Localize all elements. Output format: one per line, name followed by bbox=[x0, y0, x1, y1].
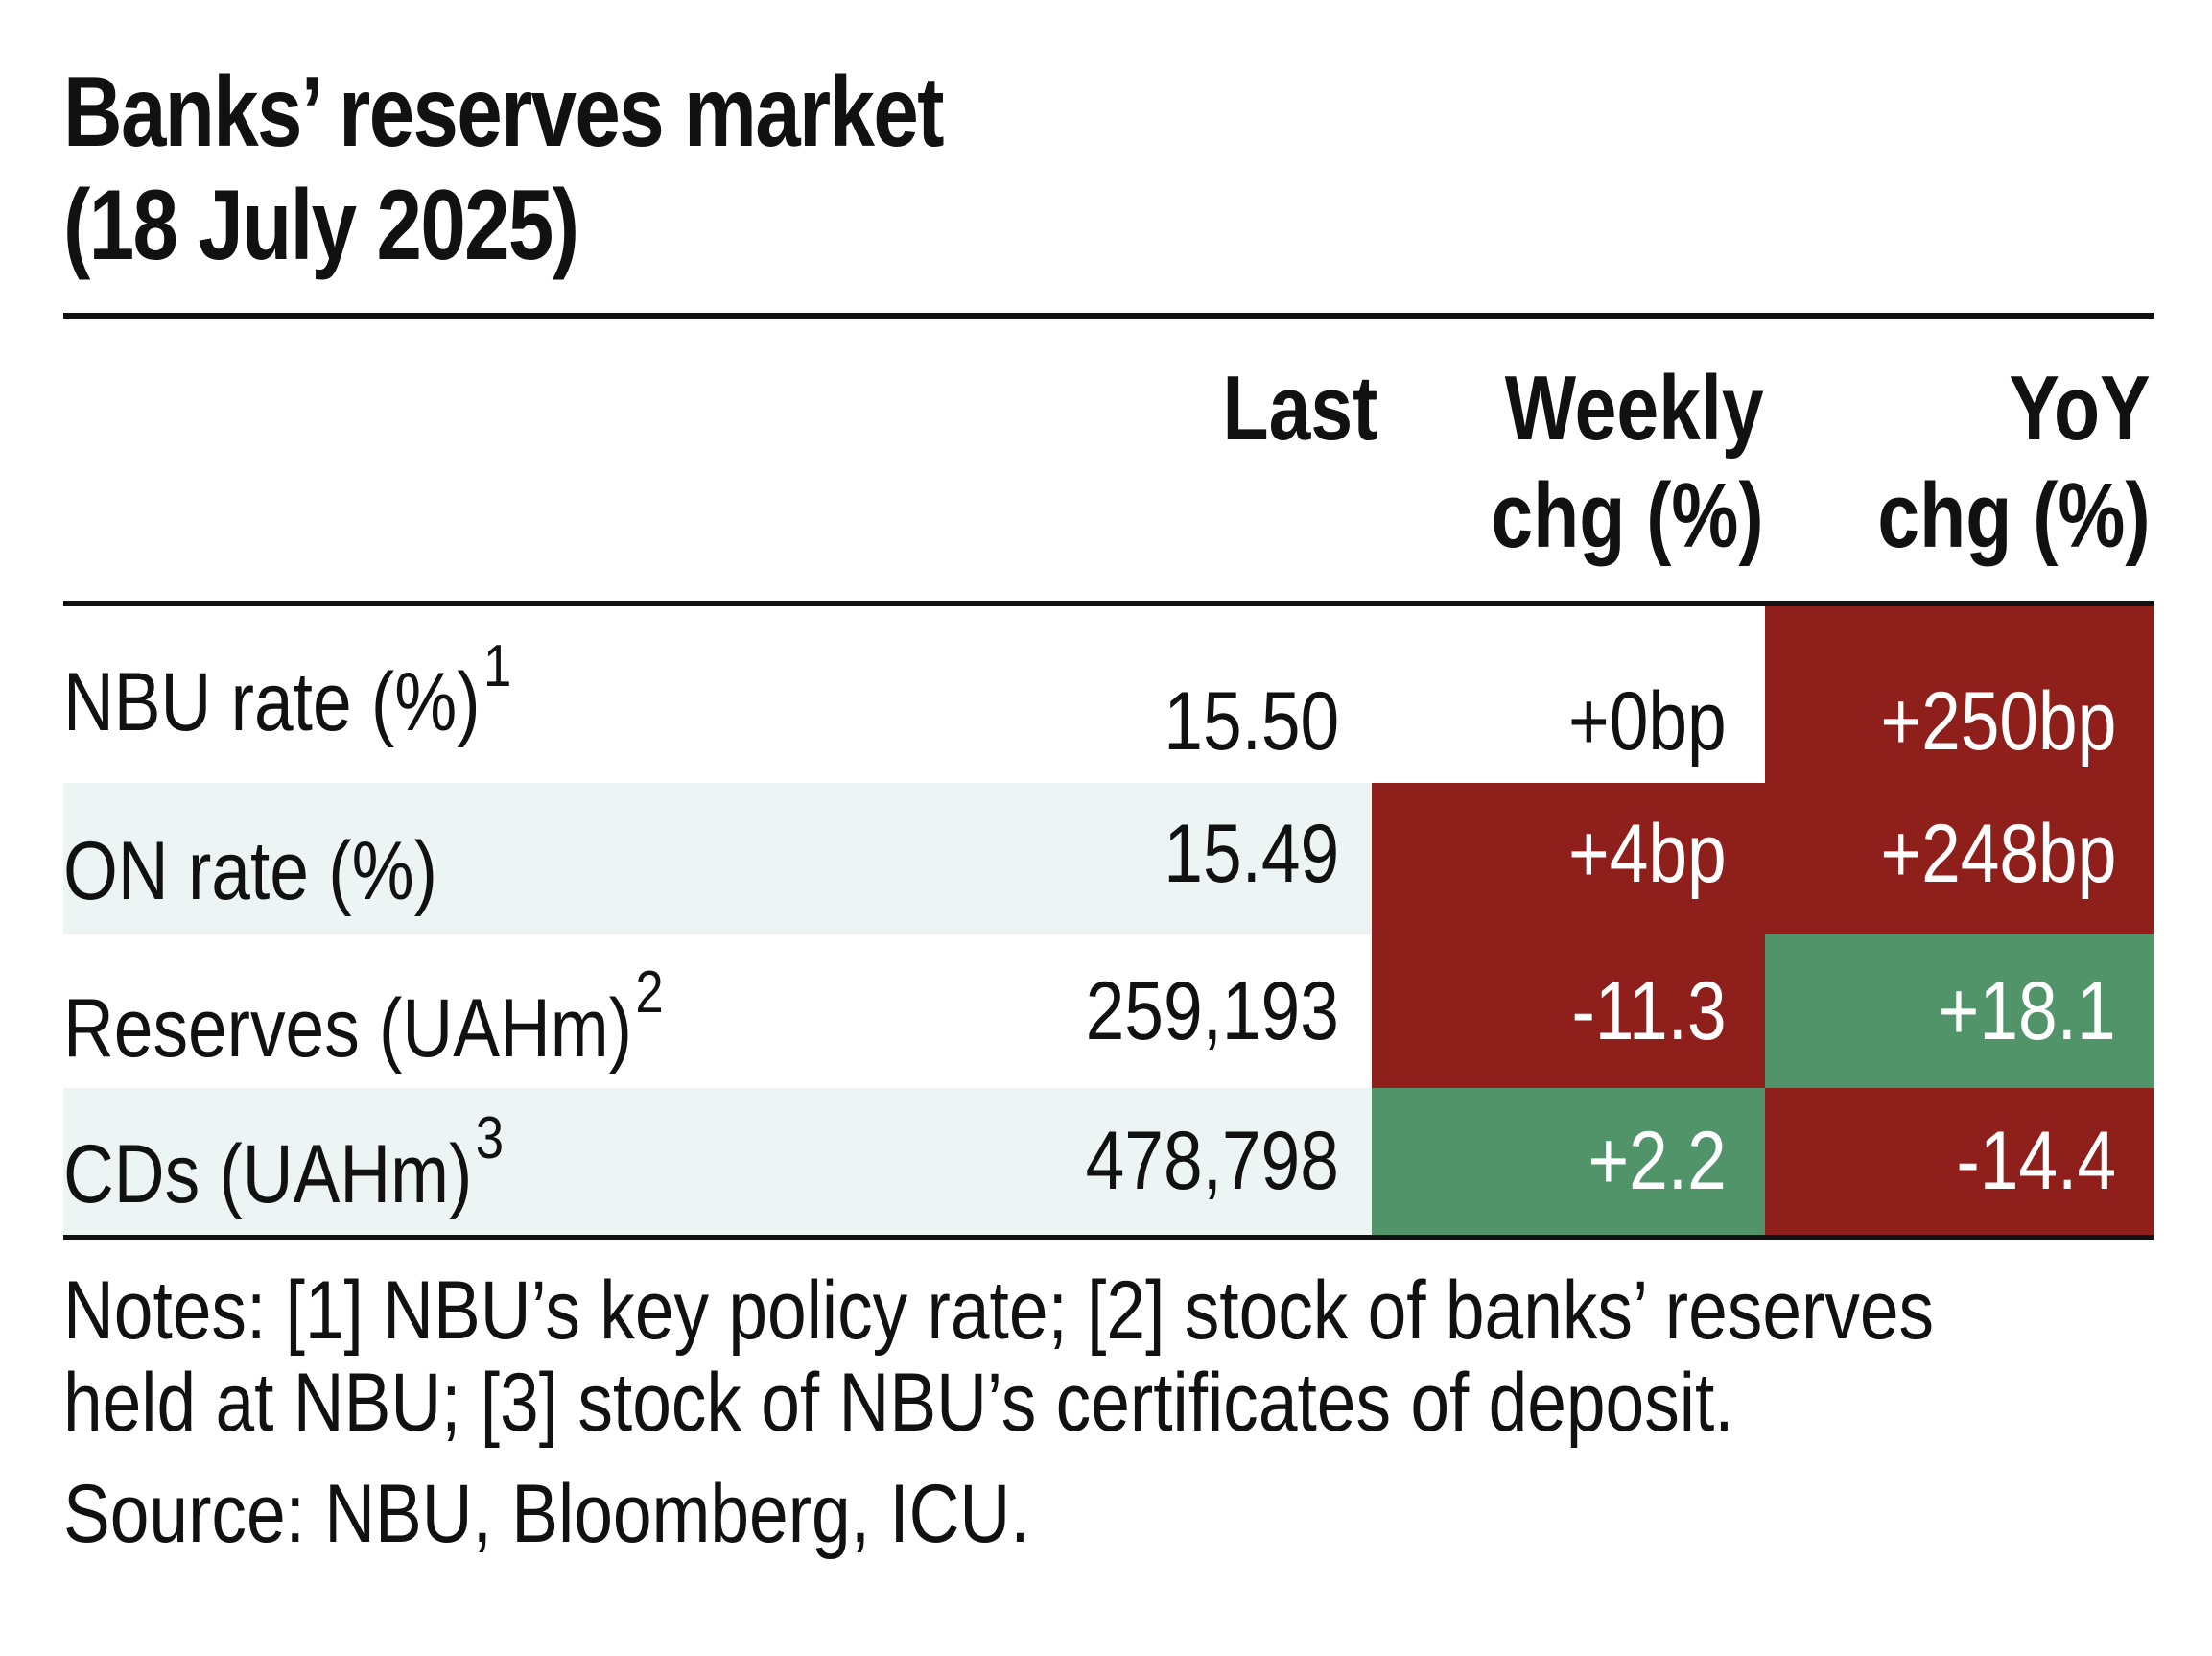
cell-yoy-nbu-rate: +250bp bbox=[1765, 606, 2154, 783]
cell-weekly-nbu-rate: +0bp bbox=[1372, 606, 1765, 783]
title-line-2: (18 July 2025) bbox=[63, 170, 579, 281]
value-yoy-on-rate: +248bp bbox=[1880, 808, 2116, 900]
value-weekly-on-rate: +4bp bbox=[1568, 808, 1727, 900]
label-text: ON rate (%) bbox=[63, 825, 437, 917]
row-label-nbu-rate: NBU rate (%)1 bbox=[63, 633, 511, 759]
top-rule bbox=[63, 313, 2154, 319]
value-yoy-cds: -14.4 bbox=[1956, 1115, 2116, 1207]
value-yoy-reserves: +18.1 bbox=[1939, 965, 2116, 1057]
header-weekly-line-1: Weekly bbox=[1505, 357, 1764, 460]
cell-yoy-reserves: +18.1 bbox=[1765, 934, 2154, 1088]
header-yoy: YoY chg (%) bbox=[1878, 355, 2151, 570]
notes-line-1: Notes: [1] NBU’s key policy rate; [2] st… bbox=[63, 1265, 1935, 1357]
cell-weekly-reserves: -11.3 bbox=[1372, 934, 1765, 1088]
row-label-on-rate: ON rate (%) bbox=[63, 823, 440, 928]
value-weekly-cds: +2.2 bbox=[1588, 1115, 1727, 1207]
label-text: Reserves (UAHm) bbox=[63, 982, 632, 1075]
header-last-line-1: Last bbox=[1222, 357, 1377, 460]
cell-weekly-on-rate: +4bp bbox=[1372, 783, 1765, 934]
value-last-on-rate: 15.49 bbox=[1164, 808, 1339, 900]
header-yoy-line-1: YoY bbox=[2009, 357, 2151, 460]
bottom-rule bbox=[63, 1235, 2154, 1240]
footnote-marker: 2 bbox=[635, 959, 664, 1026]
footnote-marker: 3 bbox=[475, 1105, 505, 1171]
row-label-reserves: Reserves (UAHm)2 bbox=[63, 959, 664, 1085]
table-row-nbu-rate: +0bp +250bp NBU rate (%)1 15.50 bbox=[63, 606, 2154, 783]
label-text: CDs (UAHm) bbox=[63, 1128, 473, 1220]
header-weekly: Weekly chg (%) bbox=[1492, 355, 1764, 570]
notes-line-2: held at NBU; [3] stock of NBU’s certific… bbox=[63, 1357, 1734, 1449]
table-title: Banks’ reserves market (18 July 2025) bbox=[63, 56, 945, 282]
header-last: Last bbox=[1222, 355, 1377, 462]
header-yoy-line-2: chg (%) bbox=[1877, 464, 2151, 567]
title-line-1: Banks’ reserves market bbox=[63, 57, 945, 168]
table-row-reserves: -11.3 +18.1 Reserves (UAHm)2 259,193 bbox=[63, 934, 2154, 1088]
value-last-reserves: 259,193 bbox=[1085, 965, 1339, 1057]
table-row-on-rate: +4bp +248bp ON rate (%) 15.49 bbox=[63, 783, 2154, 934]
table-source: Source: NBU, Bloomberg, ICU. bbox=[63, 1468, 1030, 1560]
value-last-nbu-rate: 15.50 bbox=[1164, 675, 1339, 768]
value-weekly-nbu-rate: +0bp bbox=[1568, 675, 1727, 768]
header-rule bbox=[63, 601, 2154, 606]
value-last-cds: 478,798 bbox=[1085, 1115, 1339, 1207]
value-yoy-nbu-rate: +250bp bbox=[1880, 675, 2116, 768]
value-weekly-reserves: -11.3 bbox=[1571, 965, 1727, 1057]
table-row-cds: +2.2 -14.4 CDs (UAHm)3 478,798 bbox=[63, 1088, 2154, 1235]
row-label-cds: CDs (UAHm)3 bbox=[63, 1105, 504, 1231]
table-notes: Notes: [1] NBU’s key policy rate; [2] st… bbox=[63, 1265, 1934, 1449]
footnote-marker: 1 bbox=[483, 633, 512, 699]
label-text: NBU rate (%) bbox=[63, 656, 481, 748]
cell-yoy-on-rate: +248bp bbox=[1765, 783, 2154, 934]
cell-yoy-cds: -14.4 bbox=[1765, 1088, 2154, 1235]
header-weekly-line-2: chg (%) bbox=[1491, 464, 1764, 567]
cell-weekly-cds: +2.2 bbox=[1372, 1088, 1765, 1235]
